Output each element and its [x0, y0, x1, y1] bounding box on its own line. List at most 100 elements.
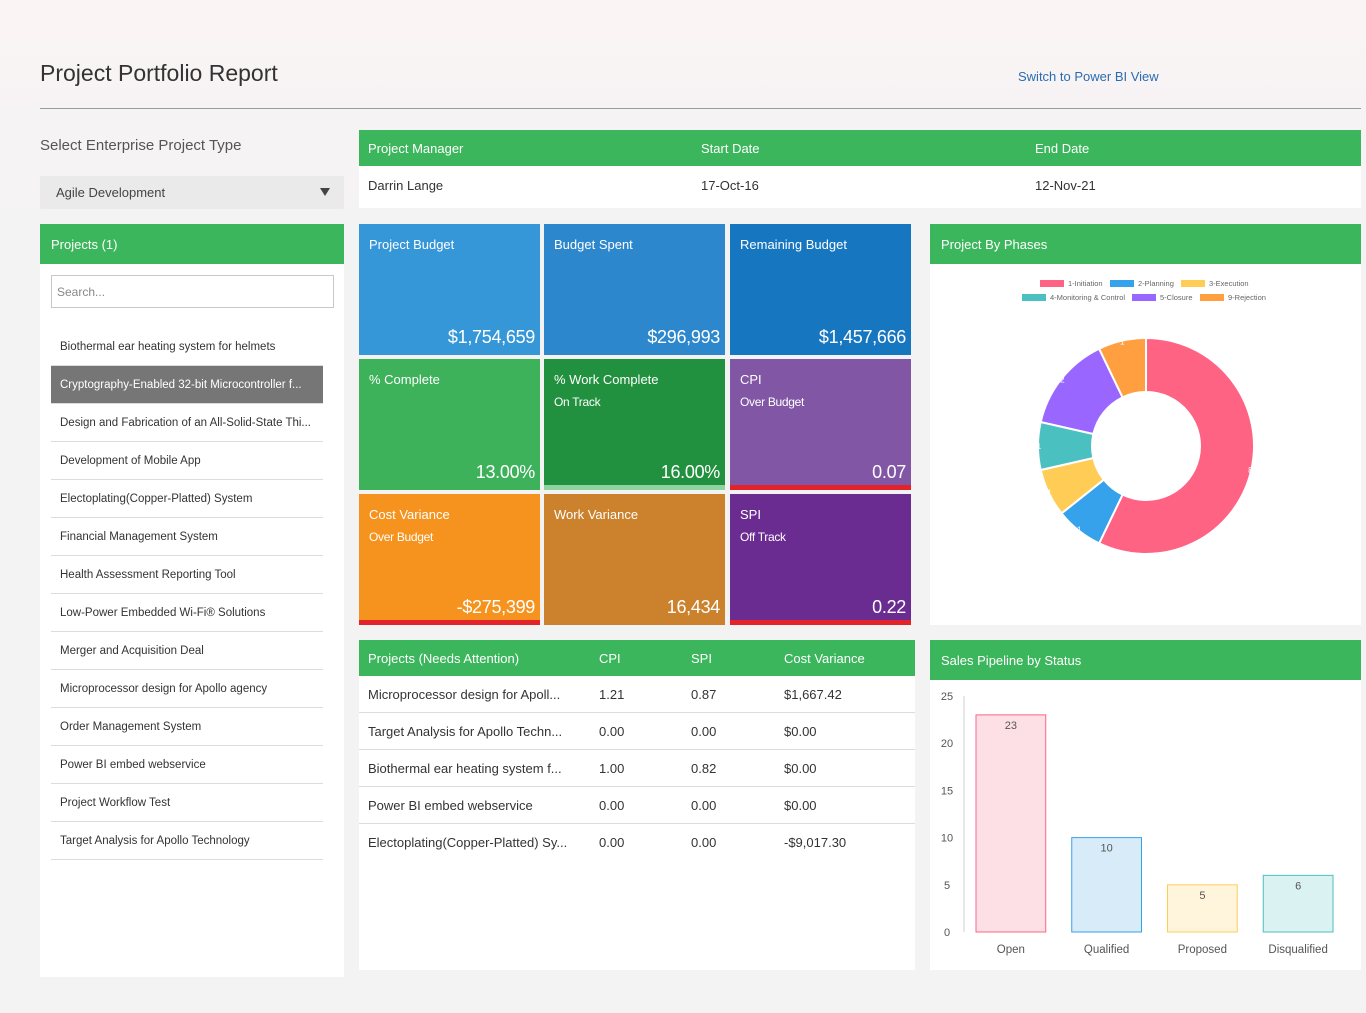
- bar-value-label: 23: [1005, 720, 1017, 732]
- table-row[interactable]: Electoplating(Copper-Platted) Sy... 0.00 0…: [359, 824, 915, 861]
- project-info-panel: Project Manager Start Date End Date Darr…: [359, 130, 1361, 208]
- table-cell: 0.00: [599, 835, 625, 850]
- kpi-status-bar: [730, 485, 911, 490]
- attention-spi-header: SPI: [691, 651, 712, 666]
- project-list-item[interactable]: Low-Power Embedded Wi-Fi® Solutions: [51, 594, 323, 632]
- donut-slice[interactable]: [1097, 336, 1255, 555]
- project-list-item[interactable]: Design and Fabrication of an All-Solid-S…: [51, 404, 323, 442]
- bar[interactable]: [1071, 837, 1142, 933]
- project-type-select[interactable]: Agile Development: [40, 176, 344, 209]
- table-cell: 0.82: [691, 761, 717, 776]
- table-cell: $0.00: [784, 798, 817, 813]
- legend-label: 2-Planning: [1138, 279, 1174, 288]
- project-info-header: Project Manager Start Date End Date: [359, 130, 1361, 166]
- project-list-item[interactable]: Financial Management System: [51, 518, 323, 556]
- kpi-value: 0.07: [872, 462, 906, 482]
- project-list-item[interactable]: Cryptography-Enabled 32-bit Microcontrol…: [51, 366, 323, 404]
- project-list-item[interactable]: Merger and Acquisition Deal: [51, 632, 323, 670]
- kpi-value: 16.00%: [660, 462, 721, 482]
- project-info-row: Darrin Lange 17-Oct-16 12-Nov-21: [359, 166, 1361, 208]
- kpi-tile: Budget Spent $296,993: [544, 224, 725, 355]
- project-list-item[interactable]: Project Workflow Test: [51, 784, 323, 822]
- kpi-value: 0.22: [872, 597, 906, 617]
- kpi-title: Work Variance: [554, 507, 639, 522]
- x-tick-label: Open: [997, 944, 1025, 956]
- project-list: Biothermal ear heating system for helmet…: [51, 328, 323, 860]
- kpi-value: 13.00%: [475, 462, 536, 482]
- table-row[interactable]: Target Analysis for Apollo Techn... 0.00 0…: [359, 713, 915, 750]
- kpi-title: SPI: [740, 507, 761, 522]
- project-list-item[interactable]: Health Assessment Reporting Tool: [51, 556, 323, 594]
- bar[interactable]: [975, 714, 1047, 933]
- kpi-status-text: Off Track: [740, 530, 786, 544]
- kpi-value: $1,754,659: [447, 327, 535, 347]
- table-cell: 0.00: [691, 724, 717, 739]
- start-date-value: 17-Oct-16: [701, 178, 759, 193]
- projects-heading: Projects (1): [40, 224, 344, 264]
- slice-value-label: 2: [1060, 375, 1065, 384]
- table-cell: 1.21: [599, 687, 625, 702]
- legend-label: 5-Closure: [1160, 293, 1193, 302]
- legend-swatch: [1181, 280, 1205, 287]
- table-row[interactable]: Biothermal ear heating system f... 1.00 0.…: [359, 750, 915, 787]
- kpi-title: CPI: [740, 372, 762, 387]
- project-list-item[interactable]: Electoplating(Copper-Platted) System: [51, 480, 323, 518]
- manager-header: Project Manager: [368, 141, 464, 156]
- bar[interactable]: [1167, 884, 1238, 933]
- kpi-status-bar: [544, 485, 725, 490]
- y-tick-label: 5: [944, 880, 950, 892]
- kpi-tile: CPI Over Budget 0.07: [730, 359, 911, 490]
- bar[interactable]: [1262, 874, 1334, 933]
- projects-panel: Projects (1) Biothermal ear heating syst…: [40, 224, 344, 977]
- sales-panel: Sales Pipeline by Status 0 5 10 15 20 25 23 Ope…: [930, 640, 1361, 970]
- project-list-item[interactable]: Development of Mobile App: [51, 442, 323, 480]
- page-title: Project Portfolio Report: [40, 60, 278, 86]
- table-row[interactable]: Power BI embed webservice 0.00 0.00 $0.00: [359, 787, 915, 824]
- kpi-status-bar: [730, 620, 911, 625]
- y-tick-label: 25: [941, 691, 953, 703]
- table-cell: $0.00: [784, 761, 817, 776]
- project-list-item[interactable]: Power BI embed webservice: [51, 746, 323, 784]
- kpi-status-text: On Track: [554, 395, 601, 409]
- table-cell: 0.00: [691, 798, 717, 813]
- attention-cv-header: Cost Variance: [784, 651, 865, 666]
- legend-label: 4-Monitoring & Control: [1050, 293, 1125, 302]
- table-row[interactable]: Microprocessor design for Apoll... 1.21 0.…: [359, 676, 915, 713]
- table-cell: 0.00: [599, 798, 625, 813]
- project-list-item[interactable]: Target Analysis for Apollo Technology: [51, 822, 323, 860]
- kpi-value: $296,993: [647, 327, 720, 347]
- project-list-item[interactable]: Microprocessor design for Apollo agency: [51, 670, 323, 708]
- legend-label: 3-Execution: [1209, 279, 1249, 288]
- legend-label: 1-Initiation: [1068, 279, 1103, 288]
- table-cell: Microprocessor design for Apoll...: [368, 687, 561, 702]
- needs-attention-panel: Projects (Needs Attention) CPI SPI Cost …: [359, 640, 915, 970]
- bar-value-label: 5: [1199, 890, 1205, 902]
- slice-value-label: 1: [1037, 442, 1042, 451]
- kpi-title: Cost Variance: [369, 507, 450, 522]
- sales-heading: Sales Pipeline by Status: [930, 640, 1361, 680]
- kpi-value: 16,434: [666, 597, 721, 617]
- project-list-item[interactable]: Order Management System: [51, 708, 323, 746]
- table-cell: Target Analysis for Apollo Techn...: [368, 724, 563, 739]
- legend-swatch: [1040, 280, 1064, 287]
- end-date-header: End Date: [1035, 141, 1090, 156]
- table-cell: Biothermal ear heating system f...: [368, 761, 562, 776]
- project-list-item[interactable]: Biothermal ear heating system for helmet…: [51, 328, 323, 366]
- header-divider: [40, 108, 1361, 109]
- kpi-value: -$275,399: [456, 597, 536, 617]
- kpi-title: Budget Spent: [554, 237, 633, 252]
- slice-value-label: 1: [1047, 488, 1052, 497]
- table-cell: Power BI embed webservice: [368, 798, 533, 813]
- kpi-tile: Cost Variance Over Budget -$275,399: [359, 494, 540, 625]
- kpi-title: % Work Complete: [554, 372, 659, 387]
- table-cell: 1.00: [599, 761, 625, 776]
- switch-powerbi-link[interactable]: Switch to Power BI View: [1018, 69, 1159, 84]
- donut-slice[interactable]: [1097, 336, 1147, 399]
- legend-swatch: [1022, 294, 1046, 301]
- end-date-value: 12-Nov-21: [1035, 178, 1096, 193]
- kpi-title: Project Budget: [369, 237, 455, 252]
- attention-rows: Microprocessor design for Apoll... 1.21 0.…: [359, 676, 915, 861]
- phases-heading: Project By Phases: [930, 224, 1361, 264]
- table-cell: 0.00: [599, 724, 625, 739]
- project-search-input[interactable]: [51, 275, 334, 308]
